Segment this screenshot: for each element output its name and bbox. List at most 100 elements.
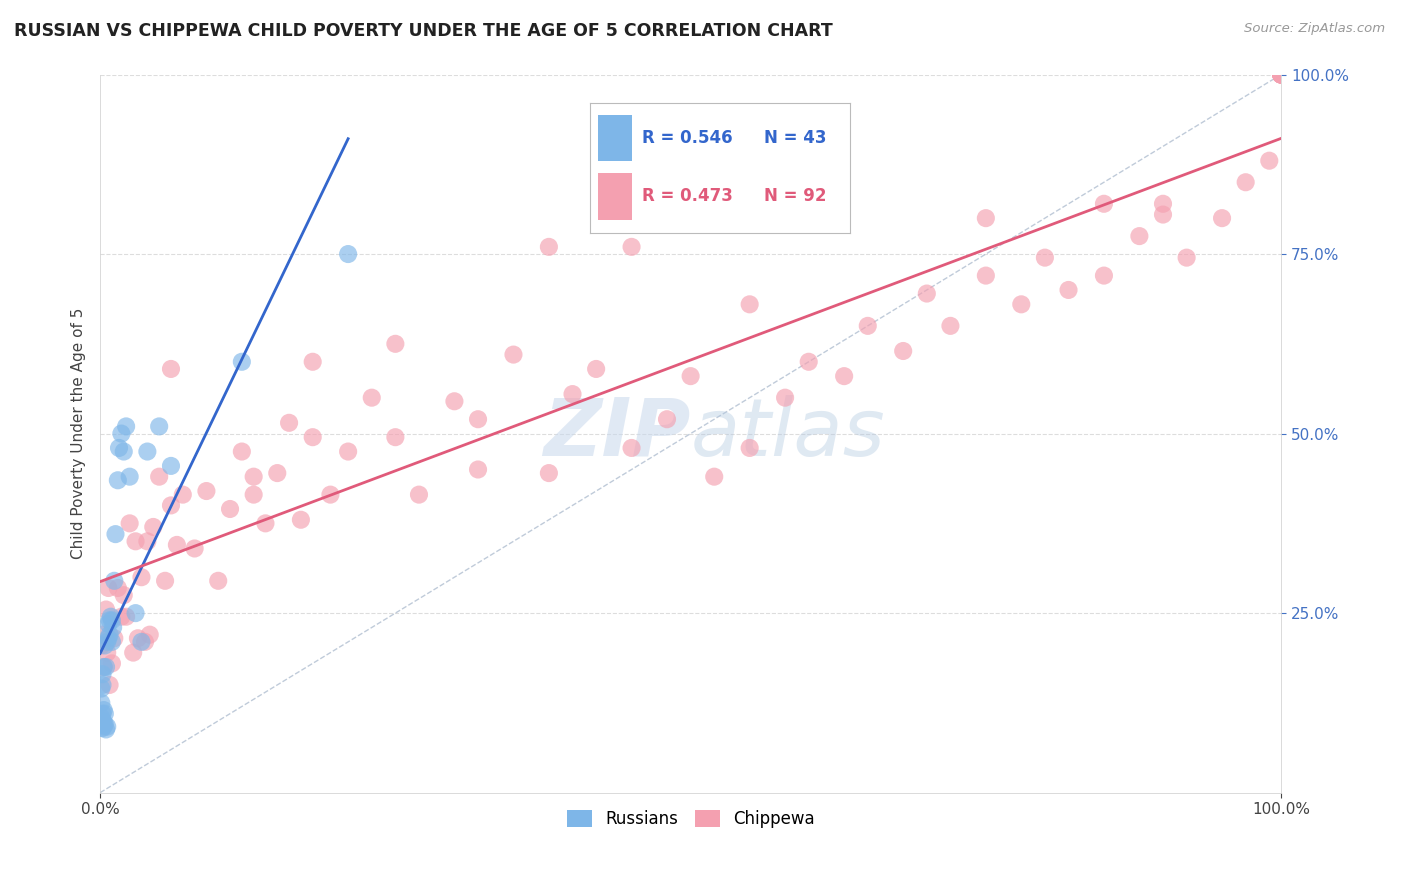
Point xyxy=(703,469,725,483)
Point xyxy=(231,444,253,458)
Point xyxy=(1175,251,1198,265)
Point xyxy=(97,616,120,631)
Point xyxy=(91,628,114,642)
Point xyxy=(96,635,118,649)
Point xyxy=(797,355,820,369)
Point xyxy=(1211,211,1233,226)
Point xyxy=(90,681,112,696)
Point xyxy=(101,620,124,634)
Point xyxy=(1033,251,1056,265)
Point xyxy=(1270,68,1292,82)
Point xyxy=(319,488,342,502)
Point xyxy=(585,362,607,376)
Point xyxy=(443,394,465,409)
Point xyxy=(138,628,160,642)
Point xyxy=(561,387,583,401)
Point xyxy=(124,606,146,620)
Point xyxy=(118,516,141,531)
Point xyxy=(101,657,124,671)
Point xyxy=(1270,68,1292,82)
Point xyxy=(110,609,132,624)
Point xyxy=(337,247,360,261)
Point xyxy=(96,720,118,734)
Point xyxy=(502,348,524,362)
Point xyxy=(939,318,962,333)
Point xyxy=(142,520,165,534)
Point xyxy=(160,362,183,376)
Point xyxy=(974,268,997,283)
Point xyxy=(1270,68,1292,82)
Point xyxy=(1270,68,1292,82)
Point xyxy=(93,660,115,674)
Point xyxy=(195,483,218,498)
Point xyxy=(94,602,117,616)
Point xyxy=(98,678,121,692)
Point xyxy=(337,444,360,458)
Point xyxy=(620,240,643,254)
Point xyxy=(115,609,138,624)
Point xyxy=(91,721,114,735)
Point xyxy=(160,458,183,473)
Legend: Russians, Chippewa: Russians, Chippewa xyxy=(560,803,821,835)
Y-axis label: Child Poverty Under the Age of 5: Child Poverty Under the Age of 5 xyxy=(72,308,86,559)
Point xyxy=(1152,196,1174,211)
Point xyxy=(242,488,264,502)
Point xyxy=(124,534,146,549)
Text: atlas: atlas xyxy=(690,394,886,473)
Point xyxy=(93,720,115,734)
Point xyxy=(183,541,205,556)
Point xyxy=(1128,229,1150,244)
Point xyxy=(112,588,135,602)
Point xyxy=(118,469,141,483)
Point xyxy=(679,369,702,384)
Point xyxy=(360,391,382,405)
Point xyxy=(98,613,121,627)
Point xyxy=(91,714,114,728)
Point xyxy=(94,706,117,721)
Point xyxy=(153,574,176,588)
Point xyxy=(1258,153,1281,168)
Point xyxy=(93,715,115,730)
Point xyxy=(131,635,153,649)
Point xyxy=(90,710,112,724)
Point xyxy=(96,646,118,660)
Point xyxy=(91,667,114,681)
Point xyxy=(172,488,194,502)
Point xyxy=(773,391,796,405)
Point xyxy=(290,513,312,527)
Text: ZIP: ZIP xyxy=(543,394,690,473)
Point xyxy=(94,639,117,653)
Point xyxy=(384,430,406,444)
Point xyxy=(797,196,820,211)
Point xyxy=(1057,283,1080,297)
Point xyxy=(537,240,560,254)
Point xyxy=(103,632,125,646)
Point xyxy=(242,469,264,483)
Point xyxy=(832,369,855,384)
Point xyxy=(94,660,117,674)
Point xyxy=(160,499,183,513)
Point xyxy=(136,534,159,549)
Point xyxy=(1092,196,1115,211)
Point xyxy=(278,416,301,430)
Point xyxy=(134,635,156,649)
Point xyxy=(103,574,125,588)
Point xyxy=(93,703,115,717)
Point xyxy=(100,609,122,624)
Point xyxy=(166,538,188,552)
Point xyxy=(1270,68,1292,82)
Point xyxy=(101,635,124,649)
Point xyxy=(408,488,430,502)
Point xyxy=(1270,68,1292,82)
Point xyxy=(122,646,145,660)
Point xyxy=(537,466,560,480)
Point xyxy=(467,412,489,426)
Point xyxy=(90,639,112,653)
Point xyxy=(136,444,159,458)
Point xyxy=(1092,268,1115,283)
Point xyxy=(266,466,288,480)
Point xyxy=(110,426,132,441)
Point xyxy=(301,430,323,444)
Point xyxy=(620,441,643,455)
Text: RUSSIAN VS CHIPPEWA CHILD POVERTY UNDER THE AGE OF 5 CORRELATION CHART: RUSSIAN VS CHIPPEWA CHILD POVERTY UNDER … xyxy=(14,22,832,40)
